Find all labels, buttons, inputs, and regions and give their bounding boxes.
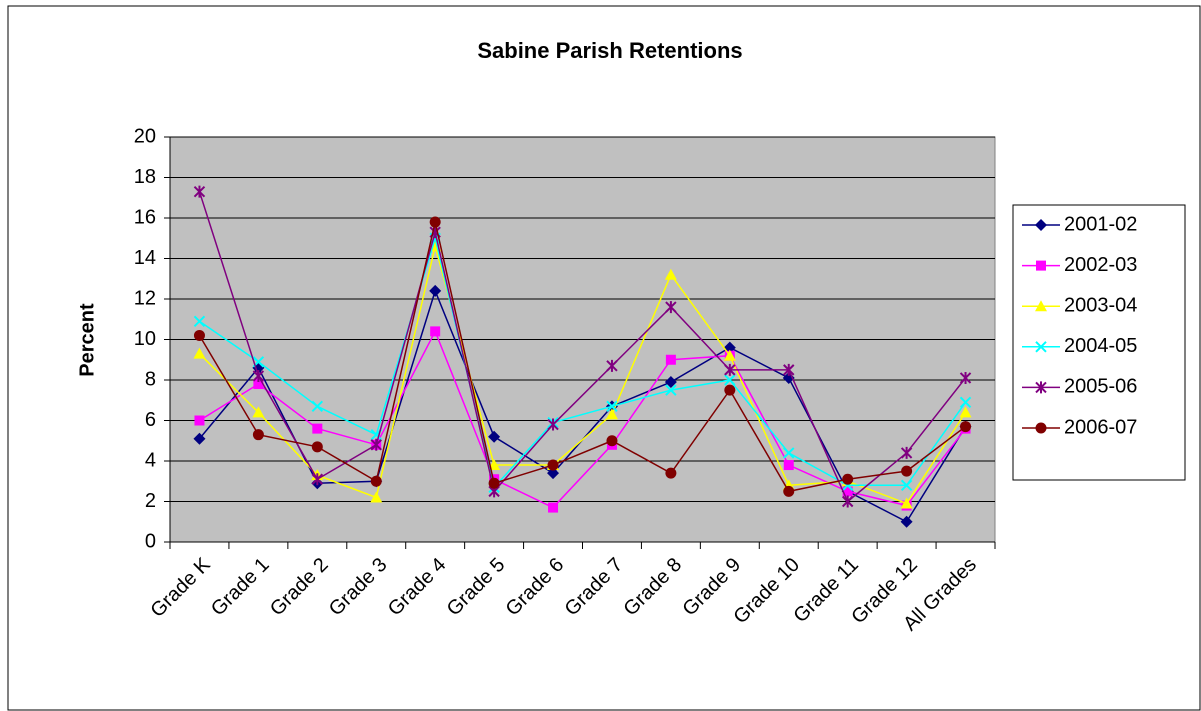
marker [724, 374, 736, 386]
marker [547, 418, 559, 431]
marker [783, 447, 795, 459]
series-line [198, 191, 967, 503]
marker [311, 400, 324, 413]
marker [665, 384, 677, 396]
legend [1012, 204, 1186, 481]
marker [842, 473, 854, 485]
marker [193, 347, 206, 359]
marker [252, 406, 265, 418]
marker [488, 477, 500, 489]
y-tick-label: 2 [145, 490, 156, 512]
marker [193, 185, 206, 198]
marker [430, 326, 441, 337]
y-tick-label: 18 [134, 166, 156, 188]
legend-label: 2004-05 [1064, 335, 1137, 357]
y-tick-label: 0 [145, 530, 156, 552]
y-tick-label: 20 [134, 125, 156, 147]
marker [900, 515, 913, 528]
marker [783, 363, 795, 376]
y-tick-label: 12 [134, 287, 156, 309]
marker [665, 301, 677, 314]
marker [900, 446, 913, 459]
marker [311, 441, 323, 453]
legend-label: 2001-02 [1064, 213, 1137, 235]
y-tick-label: 10 [134, 328, 156, 350]
marker [841, 495, 854, 508]
marker [1035, 300, 1047, 312]
marker [253, 379, 264, 390]
marker [723, 349, 736, 361]
marker [429, 216, 441, 228]
series-line [199, 329, 967, 509]
legend-label: 2005-06 [1064, 376, 1137, 398]
y-tick-label: 14 [134, 247, 156, 269]
marker [959, 371, 972, 384]
legend-label: 2003-04 [1064, 294, 1137, 316]
y-tick-label: 8 [145, 368, 156, 390]
marker [193, 432, 206, 445]
marker [664, 268, 677, 280]
marker [901, 465, 913, 477]
marker [605, 408, 618, 420]
marker [724, 384, 736, 396]
marker [548, 502, 559, 513]
marker [1035, 422, 1047, 434]
marker [606, 359, 618, 372]
legend-label: 2006-07 [1064, 416, 1137, 438]
marker [1035, 341, 1047, 353]
legend-label: 2002-03 [1064, 254, 1137, 276]
marker [959, 396, 972, 408]
marker [193, 315, 206, 327]
marker [194, 415, 205, 426]
marker [547, 467, 560, 480]
marker [665, 467, 677, 479]
marker [959, 406, 972, 418]
marker [193, 329, 205, 341]
marker [429, 284, 442, 297]
marker [370, 438, 382, 451]
marker [960, 421, 972, 433]
marker [370, 475, 382, 487]
marker [842, 486, 853, 497]
marker [252, 369, 265, 382]
marker [1036, 260, 1046, 271]
chart-title: Sabine Parish Retentions [477, 38, 742, 63]
marker [606, 400, 618, 413]
marker [547, 459, 559, 471]
marker [724, 363, 736, 376]
marker [900, 497, 913, 509]
y-tick-label: 16 [134, 206, 156, 228]
marker [783, 485, 795, 497]
marker [665, 354, 676, 365]
y-axis-label: Percent [76, 303, 98, 377]
marker [783, 460, 794, 471]
marker [664, 376, 677, 389]
marker [1035, 219, 1047, 231]
marker [900, 479, 913, 492]
marker [252, 429, 264, 441]
marker [311, 473, 324, 486]
marker [488, 430, 501, 443]
marker [606, 435, 618, 447]
marker [370, 491, 383, 503]
marker [1035, 381, 1047, 394]
y-tick-label: 4 [145, 449, 156, 471]
y-tick-label: 6 [145, 409, 156, 431]
marker [312, 423, 323, 434]
series-line [198, 221, 966, 493]
